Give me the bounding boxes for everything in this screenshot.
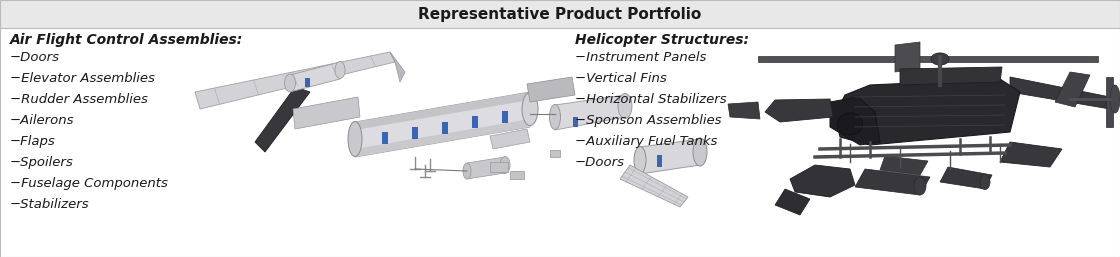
Polygon shape [467, 157, 505, 179]
Ellipse shape [1110, 85, 1120, 113]
Text: −Ailerons: −Ailerons [10, 114, 75, 127]
Polygon shape [640, 139, 700, 174]
Polygon shape [728, 102, 760, 119]
Bar [1105, 77, 1113, 127]
Polygon shape [556, 95, 625, 130]
Polygon shape [290, 62, 340, 92]
Polygon shape [940, 167, 992, 189]
Ellipse shape [914, 177, 926, 195]
Ellipse shape [500, 157, 510, 173]
Bar [573, 117, 578, 127]
Text: −Fuselage Components: −Fuselage Components [10, 177, 168, 190]
Polygon shape [390, 52, 405, 82]
Polygon shape [255, 87, 310, 152]
Text: −Vertical Fins: −Vertical Fins [575, 72, 666, 85]
Polygon shape [830, 97, 880, 145]
Ellipse shape [463, 163, 472, 179]
Text: −Spoilers: −Spoilers [10, 156, 74, 169]
Text: −Flaps: −Flaps [10, 135, 56, 148]
Bar [758, 56, 1098, 62]
Polygon shape [528, 77, 575, 102]
Text: −Horizontal Stabilizers: −Horizontal Stabilizers [575, 93, 727, 106]
Bar [491, 162, 508, 172]
Polygon shape [836, 79, 1020, 145]
Ellipse shape [838, 113, 862, 135]
Bar [502, 111, 508, 123]
Bar [382, 132, 388, 144]
Text: −Doors: −Doors [575, 156, 625, 169]
Bar [412, 127, 418, 139]
Polygon shape [775, 189, 810, 215]
Bar [510, 171, 524, 179]
Text: Air Flight Control Assemblies:: Air Flight Control Assemblies: [10, 33, 243, 47]
Polygon shape [880, 156, 928, 175]
Text: −Elevator Assemblies: −Elevator Assemblies [10, 72, 155, 85]
Text: −Auxiliary Fuel Tanks: −Auxiliary Fuel Tanks [575, 135, 718, 148]
Text: −Doors: −Doors [10, 51, 60, 64]
Ellipse shape [284, 74, 296, 92]
Polygon shape [355, 92, 530, 157]
Polygon shape [765, 99, 833, 122]
FancyBboxPatch shape [0, 28, 1120, 257]
Ellipse shape [522, 93, 538, 125]
Polygon shape [1055, 72, 1090, 107]
Polygon shape [855, 169, 930, 195]
Ellipse shape [693, 138, 707, 166]
Ellipse shape [931, 53, 949, 65]
Text: −Sponson Assemblies: −Sponson Assemblies [575, 114, 721, 127]
Polygon shape [355, 119, 530, 157]
Text: Representative Product Portfolio: Representative Product Portfolio [419, 6, 701, 22]
Ellipse shape [618, 94, 632, 118]
Polygon shape [895, 42, 920, 72]
FancyBboxPatch shape [0, 0, 1120, 28]
Ellipse shape [348, 122, 362, 157]
Polygon shape [1000, 142, 1062, 167]
Bar [472, 116, 478, 128]
Polygon shape [355, 92, 530, 130]
Polygon shape [491, 129, 530, 149]
Polygon shape [790, 165, 855, 197]
Ellipse shape [335, 61, 345, 78]
Ellipse shape [634, 146, 646, 173]
Bar [657, 155, 662, 167]
Ellipse shape [550, 105, 560, 130]
Polygon shape [620, 165, 688, 207]
Polygon shape [293, 97, 360, 129]
Text: Helicopter Structures:: Helicopter Structures: [575, 33, 749, 47]
Polygon shape [1010, 77, 1110, 109]
Text: −Stabilizers: −Stabilizers [10, 198, 90, 211]
Bar [442, 122, 448, 134]
Ellipse shape [980, 175, 990, 189]
Bar [305, 78, 310, 87]
Ellipse shape [1105, 99, 1114, 107]
Polygon shape [195, 52, 395, 109]
Polygon shape [900, 67, 1002, 85]
Text: −Instrument Panels: −Instrument Panels [575, 51, 707, 64]
Bar [550, 150, 560, 157]
Text: −Rudder Assemblies: −Rudder Assemblies [10, 93, 148, 106]
